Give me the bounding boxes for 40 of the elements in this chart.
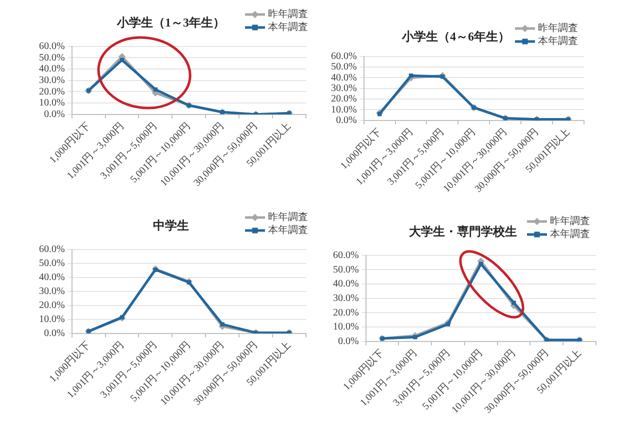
legend-label: 本年調査 bbox=[538, 35, 578, 48]
y-tick-label: 50.0% bbox=[38, 52, 65, 64]
y-tick-label: 0.0% bbox=[44, 328, 65, 340]
y-tick-label: 60.0% bbox=[330, 51, 357, 62]
legend-label: 本年調査 bbox=[550, 228, 590, 240]
y-tick-label: 0.0% bbox=[336, 115, 357, 126]
y-tick-label: 60.0% bbox=[332, 250, 359, 262]
y-tick-label: 30.0% bbox=[38, 286, 65, 298]
y-tick-label: 20.0% bbox=[330, 94, 357, 105]
y-tick-label: 10.0% bbox=[330, 104, 357, 116]
y-tick-label: 20.0% bbox=[38, 300, 65, 312]
y-tick-label: 40.0% bbox=[332, 278, 359, 290]
y-tick-label: 40.0% bbox=[330, 72, 357, 84]
chart-title: 中学生 bbox=[153, 218, 189, 232]
legend-label: 本年調査 bbox=[268, 21, 308, 34]
y-tick-label: 60.0% bbox=[38, 244, 65, 256]
y-tick-label: 10.0% bbox=[38, 314, 65, 326]
chart-title: 小学生（1～3年生） bbox=[116, 15, 225, 30]
y-tick-label: 30.0% bbox=[38, 75, 65, 86]
y-tick-label: 30.0% bbox=[332, 293, 359, 304]
legend-label: 昨年調査 bbox=[550, 215, 590, 228]
legend-label: 昨年調査 bbox=[268, 211, 308, 224]
y-tick-label: 50.0% bbox=[330, 62, 357, 73]
legend-label: 昨年調査 bbox=[538, 22, 578, 34]
y-tick-label: 10.0% bbox=[38, 98, 65, 109]
y-tick-label: 50.0% bbox=[38, 258, 65, 270]
chart-title: 小学生（4～6年生） bbox=[401, 29, 510, 44]
y-tick-label: 20.0% bbox=[38, 86, 65, 98]
chart-title: 大学生・専門学校生 bbox=[409, 224, 517, 238]
y-tick-label: 0.0% bbox=[338, 336, 359, 348]
y-tick-label: 20.0% bbox=[332, 307, 359, 318]
y-tick-label: 50.0% bbox=[332, 264, 359, 276]
y-tick-label: 30.0% bbox=[330, 83, 357, 94]
legend-label: 昨年調査 bbox=[268, 8, 308, 20]
y-tick-label: 0.0% bbox=[44, 109, 65, 120]
y-tick-label: 40.0% bbox=[38, 64, 65, 75]
y-tick-label: 60.0% bbox=[38, 41, 65, 52]
y-tick-label: 10.0% bbox=[332, 322, 359, 333]
legend-label: 本年調査 bbox=[268, 224, 308, 236]
y-tick-label: 40.0% bbox=[38, 272, 65, 284]
